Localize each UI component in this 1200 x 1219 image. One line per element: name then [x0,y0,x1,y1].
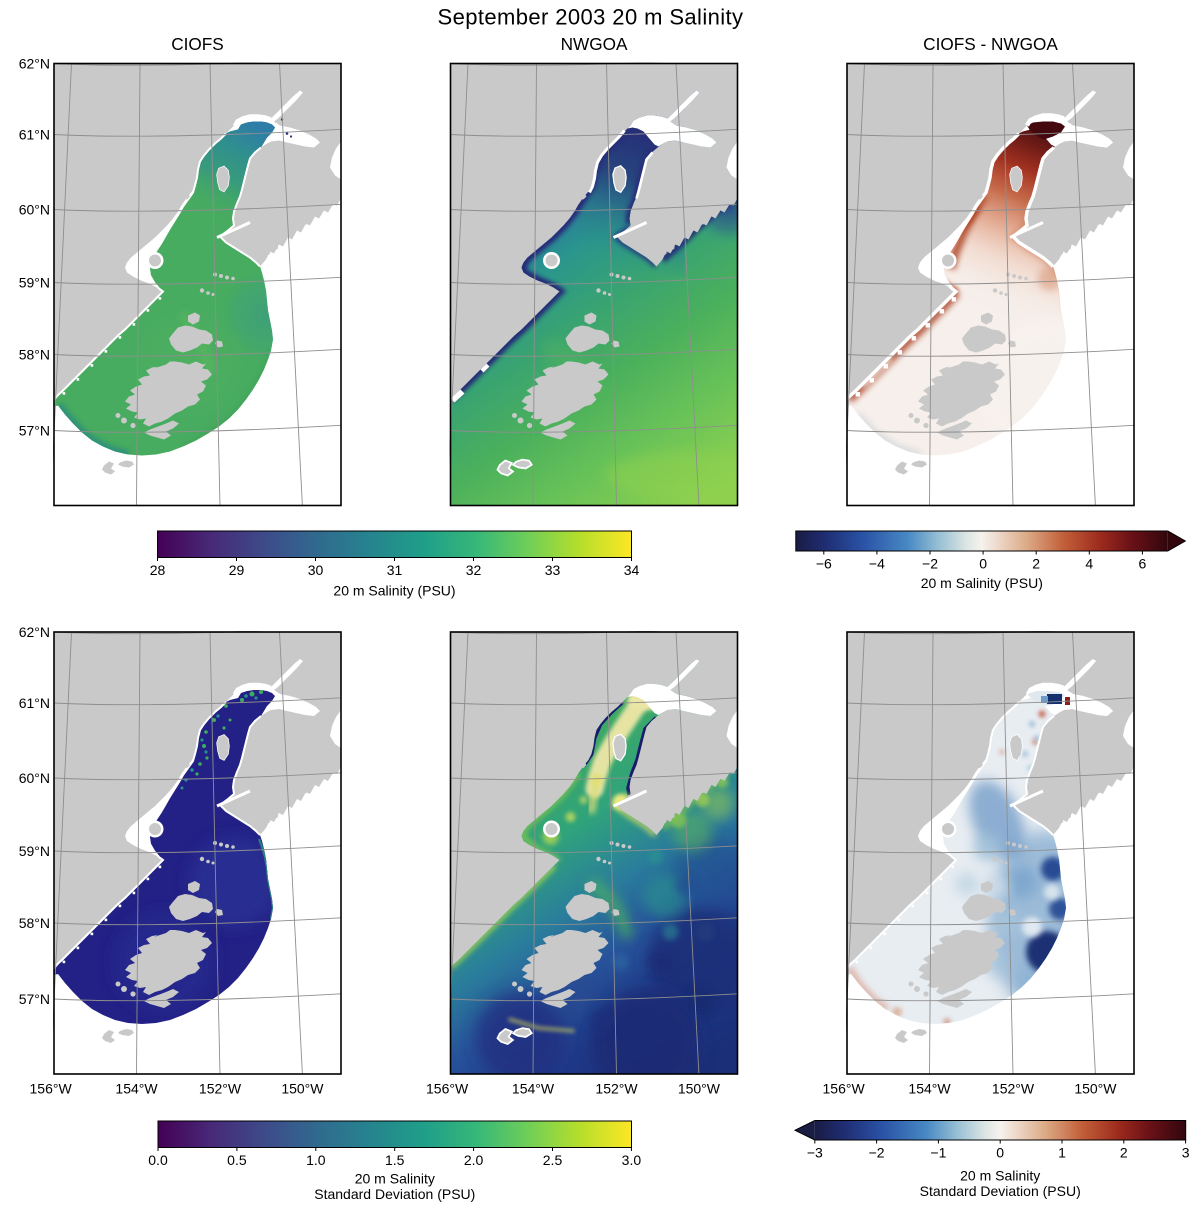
svg-text:−6: −6 [816,556,832,572]
svg-text:152°W: 152°W [992,1080,1035,1096]
svg-text:152°W: 152°W [595,1080,638,1096]
svg-text:31: 31 [387,562,403,578]
svg-text:CIOFS: CIOFS [171,34,224,54]
svg-text:61°N: 61°N [19,127,50,143]
svg-text:59°N: 59°N [19,275,50,291]
svg-text:1: 1 [1058,1145,1066,1161]
svg-text:0.0: 0.0 [148,1152,168,1168]
svg-text:20 m Salinity (PSU): 20 m Salinity (PSU) [921,575,1043,591]
svg-text:1.5: 1.5 [385,1152,405,1168]
svg-text:20 m Salinity: 20 m Salinity [355,1171,435,1187]
svg-text:2.5: 2.5 [543,1152,563,1168]
svg-text:6: 6 [1139,556,1147,572]
svg-text:58°N: 58°N [19,347,50,363]
svg-text:154°W: 154°W [115,1080,158,1096]
svg-text:3: 3 [1182,1145,1190,1161]
svg-text:−3: −3 [807,1145,823,1161]
svg-text:−2: −2 [869,1145,885,1161]
svg-text:57°N: 57°N [19,991,50,1007]
svg-text:0.5: 0.5 [227,1152,247,1168]
svg-text:September 2003 20 m Salinity: September 2003 20 m Salinity [438,5,744,30]
svg-text:32: 32 [466,562,482,578]
svg-text:156°W: 156°W [426,1080,469,1096]
svg-text:−4: −4 [869,556,885,572]
svg-text:156°W: 156°W [30,1080,73,1096]
svg-text:156°W: 156°W [823,1080,866,1096]
svg-text:60°N: 60°N [19,202,50,218]
svg-text:28: 28 [150,562,166,578]
svg-text:20 m Salinity (PSU): 20 m Salinity (PSU) [333,583,455,599]
svg-text:Standard Deviation (PSU): Standard Deviation (PSU) [314,1186,475,1202]
svg-text:2.0: 2.0 [464,1152,484,1168]
svg-text:154°W: 154°W [908,1080,951,1096]
svg-text:NWGOA: NWGOA [561,34,628,54]
svg-text:154°W: 154°W [512,1080,555,1096]
svg-text:−1: −1 [930,1145,946,1161]
svg-text:1.0: 1.0 [306,1152,326,1168]
svg-text:58°N: 58°N [19,915,50,931]
svg-text:30: 30 [308,562,324,578]
svg-text:Standard Deviation (PSU): Standard Deviation (PSU) [920,1183,1081,1199]
svg-text:150°W: 150°W [1074,1080,1117,1096]
svg-text:4: 4 [1085,556,1093,572]
svg-text:0: 0 [996,1145,1004,1161]
svg-text:150°W: 150°W [678,1080,721,1096]
svg-text:59°N: 59°N [19,843,50,859]
svg-text:CIOFS - NWGOA: CIOFS - NWGOA [923,34,1058,54]
svg-text:20 m Salinity: 20 m Salinity [960,1168,1040,1184]
svg-text:150°W: 150°W [281,1080,324,1096]
svg-text:62°N: 62°N [19,56,50,72]
svg-text:62°N: 62°N [19,624,50,640]
svg-text:29: 29 [229,562,245,578]
svg-text:57°N: 57°N [19,423,50,439]
svg-text:33: 33 [545,562,561,578]
svg-text:60°N: 60°N [19,770,50,786]
svg-text:−2: −2 [922,556,938,572]
svg-text:34: 34 [624,562,640,578]
svg-text:0: 0 [979,556,987,572]
svg-text:61°N: 61°N [19,695,50,711]
svg-text:2: 2 [1120,1145,1128,1161]
svg-text:152°W: 152°W [199,1080,242,1096]
svg-text:2: 2 [1032,556,1040,572]
svg-text:3.0: 3.0 [622,1152,642,1168]
